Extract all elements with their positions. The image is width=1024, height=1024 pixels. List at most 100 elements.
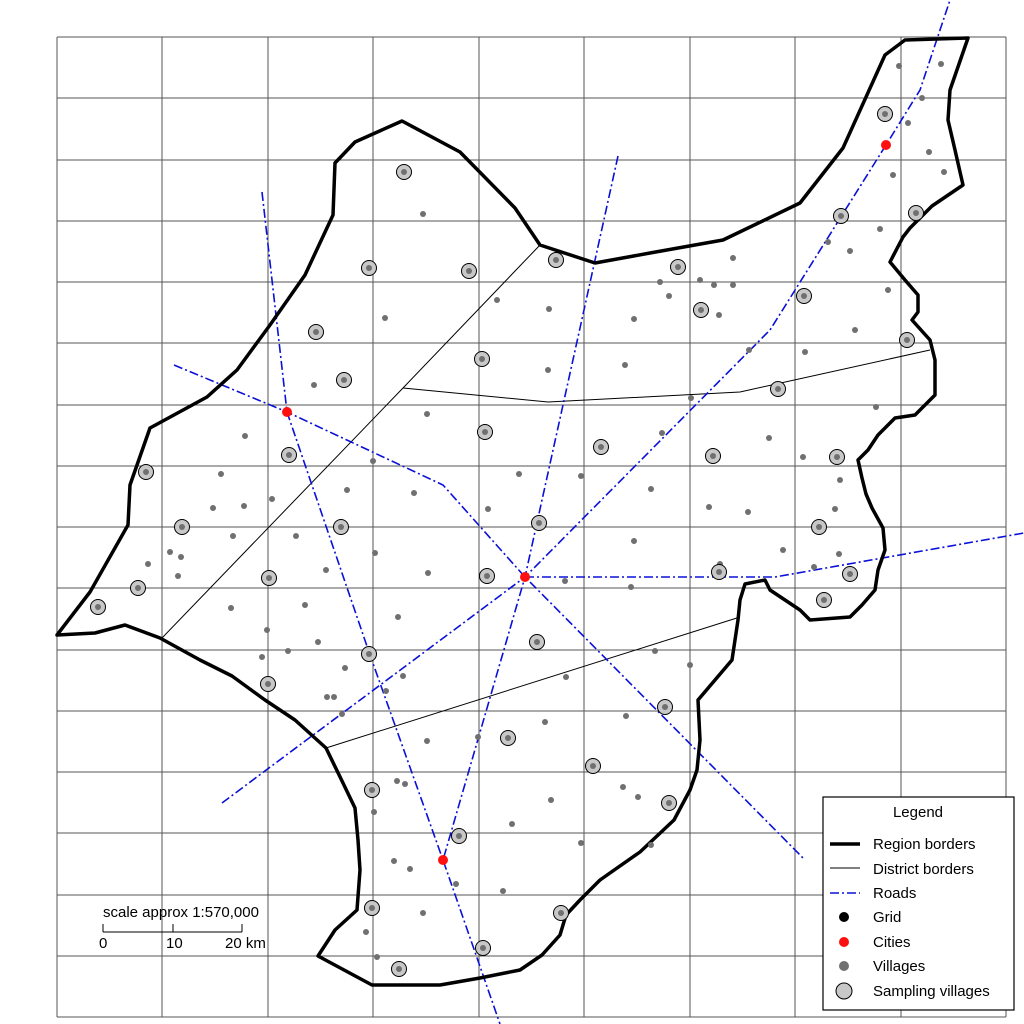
village — [620, 784, 626, 790]
road — [173, 364, 806, 861]
city — [438, 855, 448, 865]
sampling-village — [261, 570, 277, 586]
sampling-village — [451, 828, 467, 844]
village — [766, 435, 772, 441]
village — [631, 316, 637, 322]
village — [269, 496, 275, 502]
sampling-village — [670, 259, 686, 275]
sampling-village — [796, 288, 812, 304]
village — [425, 570, 431, 576]
region-border — [55, 36, 970, 987]
district-border — [325, 616, 741, 749]
sampling-village — [661, 795, 677, 811]
village — [896, 63, 902, 69]
village — [175, 573, 181, 579]
village — [242, 433, 248, 439]
village — [730, 255, 736, 261]
village — [391, 858, 397, 864]
scale-tick-0: 0 — [99, 935, 107, 952]
village — [825, 239, 831, 245]
sampling-village — [130, 580, 146, 596]
village — [652, 648, 658, 654]
village — [877, 226, 883, 232]
village — [688, 395, 694, 401]
sampling-village — [281, 447, 297, 463]
legend-label-roads: Roads — [873, 885, 916, 902]
sampling-village — [500, 730, 516, 746]
village — [802, 349, 808, 355]
district-borders — [161, 244, 931, 749]
legend-label-grid: Grid — [873, 909, 901, 926]
village — [331, 694, 337, 700]
sampling-village — [364, 782, 380, 798]
village — [578, 473, 584, 479]
village — [259, 654, 265, 660]
village — [342, 665, 348, 671]
village — [178, 554, 184, 560]
legend-label-region: Region borders — [873, 836, 976, 853]
village — [628, 584, 634, 590]
sampling-village — [308, 324, 324, 340]
village — [395, 614, 401, 620]
sampling-village — [811, 519, 827, 535]
city — [282, 407, 292, 417]
sampling-village — [816, 592, 832, 608]
village — [344, 487, 350, 493]
legend-title: Legend — [893, 804, 943, 821]
village — [563, 674, 569, 680]
sampling-village — [474, 351, 490, 367]
sampling-village — [336, 372, 352, 388]
cities — [282, 140, 891, 865]
village — [919, 95, 925, 101]
sampling-village — [477, 424, 493, 440]
village — [167, 549, 173, 555]
legend-symbol-grid — [839, 912, 849, 922]
village — [424, 738, 430, 744]
village — [800, 454, 806, 460]
sampling-village — [593, 439, 609, 455]
scale-tick-20: 20 km — [225, 935, 266, 952]
village — [837, 477, 843, 483]
village — [852, 327, 858, 333]
village — [500, 888, 506, 894]
legend-box — [822, 796, 1015, 1011]
village — [370, 458, 376, 464]
village — [542, 719, 548, 725]
legend-label-cities: Cities — [873, 934, 911, 951]
sampling-village — [529, 634, 545, 650]
legend-label-district: District borders — [873, 861, 974, 878]
village — [145, 561, 151, 567]
village — [372, 550, 378, 556]
sampling-village — [908, 205, 924, 221]
sampling-village — [475, 940, 491, 956]
village — [832, 506, 838, 512]
sampling-village — [657, 699, 673, 715]
village — [697, 277, 703, 283]
village — [420, 910, 426, 916]
village — [546, 306, 552, 312]
village — [780, 547, 786, 553]
village — [383, 688, 389, 694]
village — [315, 639, 321, 645]
grid-lines — [56, 36, 1007, 1018]
village — [885, 287, 891, 293]
city — [520, 572, 530, 582]
village — [218, 471, 224, 477]
village — [745, 509, 751, 515]
village — [411, 490, 417, 496]
sampling-village — [899, 332, 915, 348]
village — [363, 929, 369, 935]
scale-tick-10: 10 — [166, 935, 183, 952]
village — [311, 382, 317, 388]
village — [453, 881, 459, 887]
village — [941, 169, 947, 175]
legend-label-sampling: Sampling villages — [873, 983, 990, 1000]
village — [706, 504, 712, 510]
sampling-village — [138, 464, 154, 480]
village — [657, 279, 663, 285]
village — [228, 605, 234, 611]
sampling-village — [842, 566, 858, 582]
village — [302, 602, 308, 608]
village — [400, 673, 406, 679]
sampling-village — [90, 599, 106, 615]
